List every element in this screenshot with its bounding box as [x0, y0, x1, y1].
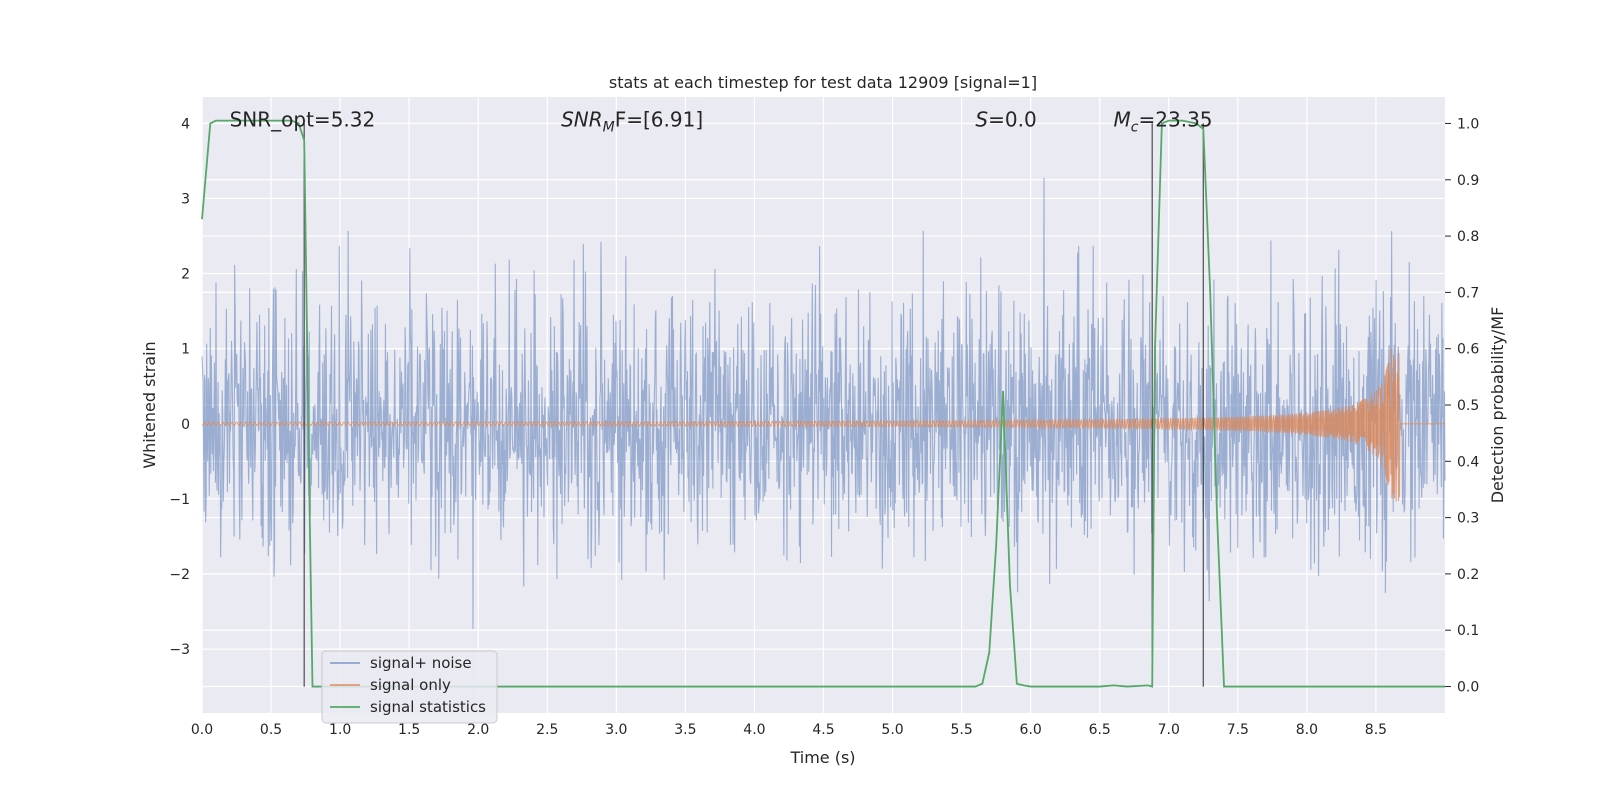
x-tick-label: 2.5 [536, 722, 558, 738]
x-tick-label: 7.0 [1158, 722, 1180, 738]
x-tick-label: 5.0 [881, 722, 903, 738]
y-right-tick-label: 0.1 [1457, 623, 1479, 639]
x-tick-label: 6.5 [1089, 722, 1111, 738]
y-tick-label: 3 [181, 191, 190, 207]
x-tick-label: 1.5 [398, 722, 420, 738]
legend-box [321, 650, 498, 724]
y-axis-label: Whitened strain [140, 341, 159, 468]
y-tick-label: −2 [169, 567, 190, 583]
legend-label-signal: signal only [370, 676, 451, 694]
y-tick-label: −1 [169, 492, 190, 508]
x-tick-label: 8.0 [1296, 722, 1318, 738]
annotation-text: SNR_opt=5.32 [230, 108, 376, 132]
y-right-tick-label: 0.5 [1457, 398, 1479, 414]
y-right-tick-label: 0.6 [1457, 342, 1479, 358]
x-tick-label: 4.5 [812, 722, 834, 738]
y-right-tick-label: 1.0 [1457, 116, 1479, 132]
y-right-tick-label: 0.8 [1457, 229, 1479, 245]
y-right-tick-label: 0.7 [1457, 285, 1479, 301]
annotation-text: SNRMF=[6.91] [561, 108, 703, 136]
statistics-series-layer [201, 119, 1445, 688]
series-signal-noise [201, 177, 1446, 629]
series-signal-statistics [201, 119, 1445, 688]
y-axis-left-ticks: 4 3 2 1 0 −1 −2 −3 [169, 116, 190, 658]
legend: signal+ noise signal only signal statist… [321, 650, 498, 724]
y-axis-right-label: Detection probability/MF [1488, 307, 1507, 504]
annotation-text: Mc=23.35 [1114, 108, 1213, 136]
y-tick-label: 1 [181, 342, 190, 358]
x-tick-label: 1.0 [329, 722, 351, 738]
y-tick-label: −3 [169, 642, 190, 658]
y-right-tick-label: 0.0 [1457, 680, 1479, 696]
x-tick-label: 7.5 [1227, 722, 1249, 738]
x-axis-label: Time (s) [789, 748, 855, 767]
annotation-text: S=0.0 [975, 108, 1036, 132]
y-tick-label: 4 [181, 116, 190, 132]
y-tick-label: 0 [181, 417, 190, 433]
x-tick-label: 6.0 [1020, 722, 1042, 738]
legend-label-noise: signal+ noise [370, 654, 472, 672]
signal-series-layer [201, 348, 1445, 502]
x-tick-label: 2.0 [467, 722, 489, 738]
annotations: SNR_opt=5.32 SNRMF=[6.91] S=0.0 Mc=23.35 [230, 108, 1213, 136]
x-tick-label: 0.0 [191, 722, 213, 738]
noise-series-layer [201, 177, 1446, 629]
y-axis-right-ticks: 1.0 0.9 0.8 0.7 0.6 0.5 0.4 0.3 0.2 0.1 0.0 [1445, 116, 1479, 696]
x-tick-label: 5.5 [950, 722, 972, 738]
y-right-tick-label: 0.4 [1457, 454, 1479, 470]
series-signal-only [201, 348, 1445, 502]
x-tick-label: 8.5 [1365, 722, 1387, 738]
legend-label-statistics: signal statistics [370, 698, 486, 716]
y-right-tick-label: 0.9 [1457, 173, 1479, 189]
x-axis-ticks: 0.0 0.5 1.0 1.5 2.0 2.5 3.0 3.5 4.0 4.5 5.0 5.5 6.0 6… [191, 722, 1387, 738]
chart-title: stats at each timestep for test data 129… [609, 73, 1037, 92]
x-tick-label: 3.0 [605, 722, 627, 738]
y-right-tick-label: 0.2 [1457, 567, 1479, 583]
x-tick-label: 4.0 [743, 722, 765, 738]
y-tick-label: 2 [181, 267, 190, 283]
x-tick-label: 3.5 [674, 722, 696, 738]
y-right-tick-label: 0.3 [1457, 511, 1479, 527]
x-tick-label: 0.5 [260, 722, 282, 738]
